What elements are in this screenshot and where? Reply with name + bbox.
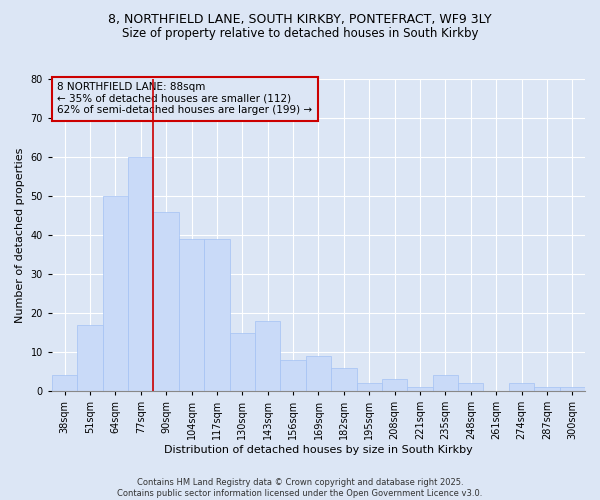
Bar	[407, 387, 433, 391]
Bar	[560, 387, 585, 391]
Text: 8, NORTHFIELD LANE, SOUTH KIRKBY, PONTEFRACT, WF9 3LY: 8, NORTHFIELD LANE, SOUTH KIRKBY, PONTEF…	[108, 12, 492, 26]
Text: Contains HM Land Registry data © Crown copyright and database right 2025.
Contai: Contains HM Land Registry data © Crown c…	[118, 478, 482, 498]
Bar	[230, 332, 255, 391]
Bar	[306, 356, 331, 391]
Text: Size of property relative to detached houses in South Kirkby: Size of property relative to detached ho…	[122, 28, 478, 40]
Bar	[280, 360, 306, 391]
Bar	[77, 324, 103, 391]
X-axis label: Distribution of detached houses by size in South Kirkby: Distribution of detached houses by size …	[164, 445, 473, 455]
Bar	[255, 321, 280, 391]
Bar	[509, 383, 534, 391]
Bar	[154, 212, 179, 391]
Bar	[433, 376, 458, 391]
Bar	[356, 383, 382, 391]
Bar	[179, 239, 204, 391]
Bar	[204, 239, 230, 391]
Bar	[128, 157, 154, 391]
Bar	[458, 383, 484, 391]
Bar	[103, 196, 128, 391]
Y-axis label: Number of detached properties: Number of detached properties	[15, 148, 25, 322]
Bar	[382, 380, 407, 391]
Bar	[331, 368, 356, 391]
Text: 8 NORTHFIELD LANE: 88sqm
← 35% of detached houses are smaller (112)
62% of semi-: 8 NORTHFIELD LANE: 88sqm ← 35% of detach…	[57, 82, 313, 116]
Bar	[534, 387, 560, 391]
Bar	[52, 376, 77, 391]
